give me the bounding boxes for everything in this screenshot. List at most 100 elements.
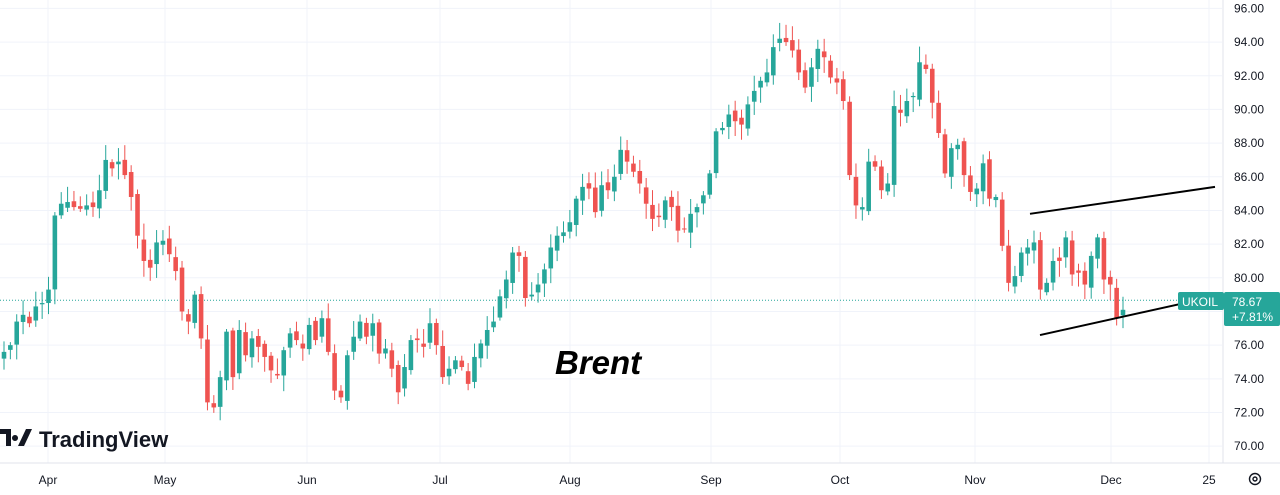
candle [147,249,153,281]
candle-body [306,324,312,350]
candle-body [1063,237,1069,258]
candle-body [97,190,102,209]
candle-body [141,239,147,261]
settings-button[interactable] [1248,472,1262,486]
candle [821,38,827,73]
y-tick-label: 96.00 [1234,1,1264,15]
candle-body [535,284,541,293]
candle [275,358,280,380]
candle-body [815,48,821,69]
candle [434,318,439,355]
candle-body [929,68,935,103]
candle-body [389,350,395,369]
x-tick-label: Sep [700,473,722,487]
candle [338,385,344,403]
candle-body [39,303,45,305]
candle-body [624,150,630,162]
candle [904,88,910,123]
candle-body [287,333,293,348]
tradingview-logo[interactable]: TradingView [0,427,169,452]
candle-body [618,149,624,174]
candle-body [484,329,490,346]
candle-body [866,161,871,212]
candle [154,230,159,278]
last-price-label [1224,292,1280,326]
trendline[interactable] [1029,185,1216,215]
candle-body [885,183,891,192]
candle-body [408,340,414,371]
x-axis[interactable]: Apr May Jun Jul Aug Sep Oct Nov Dec 25 [39,473,1216,487]
candle-body [599,185,604,211]
candle-body [910,95,916,98]
candle-body [802,70,808,88]
candle-body [103,159,109,191]
candle [414,328,420,353]
candle-body [745,104,751,129]
candle-body [809,67,814,87]
candle [929,63,935,119]
candle-body [1050,260,1056,283]
gear-icon [1248,472,1262,486]
candle-body [236,329,242,374]
candle [949,143,954,189]
candle-body [999,199,1005,246]
candle-body [523,256,528,299]
candle-body [923,64,929,70]
candle-body [987,159,992,199]
y-axis[interactable]: 70.0072.0074.0076.0078.0080.0082.0084.00… [1234,1,1264,453]
candle [97,174,102,219]
candle [936,90,941,138]
candle-body [516,252,522,256]
candle [325,303,331,356]
candle [561,221,566,243]
candle [898,94,903,127]
candle-body [955,144,960,150]
candle-body [446,368,452,377]
candle-body [268,355,274,371]
candle [662,196,668,229]
candle [1044,278,1049,296]
candle [376,319,382,364]
candle-body [796,49,802,73]
candle-body [395,365,401,393]
candle [637,159,643,194]
candle [192,290,198,329]
candle [135,189,140,249]
y-tick-label: 90.00 [1234,102,1264,116]
candle-body [71,201,77,208]
candle [917,46,922,107]
candle-body [1082,270,1088,285]
candle [39,291,45,319]
candle [465,363,471,391]
candle [510,247,515,294]
candle-body [949,148,954,177]
candle [713,128,719,179]
candle-body [631,163,636,172]
candle-body [1088,255,1094,288]
candle-body [783,37,789,43]
candle [109,159,115,177]
candle [198,286,204,349]
candle [65,186,70,213]
candle-body [751,90,757,102]
candle [27,311,32,328]
y-tick-label: 86.00 [1234,170,1264,184]
candle [694,203,700,228]
x-tick-label: May [154,473,177,487]
candle [262,340,267,372]
candle-body [707,173,713,195]
candle [14,314,20,360]
candle [974,183,980,207]
candle-body [465,371,471,384]
candle [1107,270,1113,301]
candle [472,343,477,389]
candle [186,309,191,335]
x-tick-label: Dec [1100,473,1121,487]
candle [879,160,884,199]
candle-body [281,350,287,376]
candle [389,342,395,378]
candle [90,191,96,217]
candle [631,155,636,178]
candle [847,96,852,181]
